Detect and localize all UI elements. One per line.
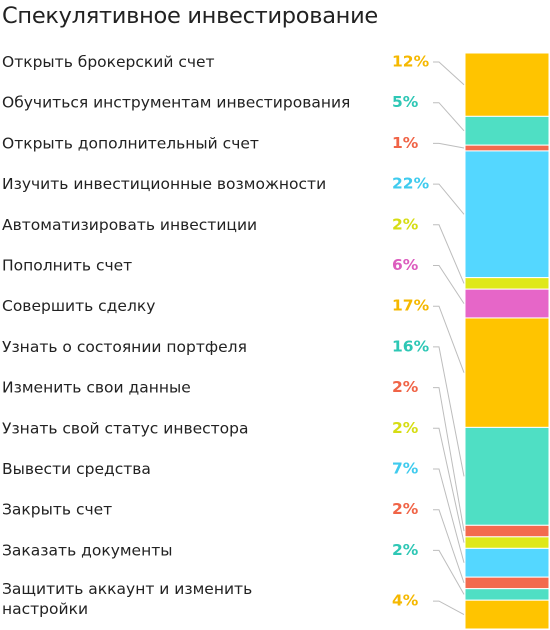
percent-label: 12% <box>392 53 430 71</box>
bar-segment <box>464 576 550 590</box>
category-label-line: Открыть дополнительный счет <box>2 134 259 152</box>
bar-segment <box>464 599 550 630</box>
percent-label: 2% <box>392 378 419 396</box>
category-label-line: настройки <box>2 600 88 618</box>
category-label: Обучиться инструментам инвестирования <box>2 93 350 111</box>
bar-segment <box>464 144 550 152</box>
bar-segment <box>464 277 550 290</box>
category-label: Узнать о состоянии портфеля <box>2 337 247 355</box>
leader-line <box>433 183 465 215</box>
bar-segment <box>464 426 550 526</box>
category-label: Защитить аккаунт и изменить настройки <box>2 580 252 618</box>
percent-label: 17% <box>392 297 430 315</box>
percent-label: 22% <box>392 175 430 193</box>
percent-label: 2% <box>392 500 419 518</box>
percent-label: 2% <box>392 419 419 437</box>
category-label: Узнать свой статус инвестора <box>2 419 249 437</box>
leader-line <box>433 305 465 373</box>
bar-segment <box>464 115 550 146</box>
leader-line <box>433 346 465 477</box>
category-label-line: Защитить аккаунт и изменить <box>2 580 252 598</box>
bar-segment <box>464 524 550 538</box>
category-label-line: Совершить сделку <box>2 297 155 315</box>
leader-line <box>433 468 465 563</box>
percent-label: 6% <box>392 256 419 274</box>
category-label: Автоматизировать инвестиции <box>2 215 257 233</box>
bar-segment <box>464 588 550 601</box>
bar-segment <box>464 52 550 117</box>
category-label-line: Изучить инвестиционные возможности <box>2 175 326 193</box>
percent-label: 4% <box>392 592 419 610</box>
category-label: Заказать документы <box>2 541 173 559</box>
percent-label: 16% <box>392 337 430 355</box>
category-label-line: Автоматизировать инвестиции <box>2 215 257 233</box>
percent-label: 1% <box>392 134 419 152</box>
category-label-line: Открыть брокерский счет <box>2 53 215 71</box>
category-label-line: Изменить свои данные <box>2 378 191 396</box>
percent-label: 5% <box>392 93 419 111</box>
leader-line <box>433 427 465 543</box>
leader-line <box>433 224 465 284</box>
leader-line <box>433 549 465 595</box>
category-label: Изучить инвестиционные возможности <box>2 175 326 193</box>
category-label: Открыть брокерский счет <box>2 53 215 71</box>
bar-segment <box>464 547 550 578</box>
bar-segment <box>464 536 550 549</box>
category-label-line: Закрыть счет <box>2 500 112 518</box>
category-label-line: Узнать свой статус инвестора <box>2 419 249 437</box>
bar-segment <box>464 288 550 319</box>
category-label: Совершить сделку <box>2 297 155 315</box>
leader-line <box>433 61 465 86</box>
bar-segment <box>464 317 550 428</box>
category-label: Открыть дополнительный счет <box>2 134 259 152</box>
category-label-line: Узнать о состоянии портфеля <box>2 337 247 355</box>
category-label: Пополнить счет <box>2 256 132 274</box>
category-label: Вывести средства <box>2 460 151 478</box>
category-label-line: Вывести средства <box>2 460 151 478</box>
leader-line <box>433 509 465 584</box>
leader-line <box>433 102 465 132</box>
category-label-line: Заказать документы <box>2 541 173 559</box>
percent-label: 7% <box>392 460 419 478</box>
stacked-bar <box>464 52 550 630</box>
category-label: Закрыть счет <box>2 500 112 518</box>
category-label: Изменить свои данные <box>2 378 191 396</box>
leader-line <box>433 142 465 149</box>
leader-line <box>433 600 465 616</box>
percent-labels: 12% 5% 1% 22% 2% 6% 17% 16% 2% 2% 7% 2% 2% 4% <box>392 53 430 610</box>
percent-label: 2% <box>392 215 419 233</box>
category-label-line: Обучиться инструментам инвестирования <box>2 93 350 111</box>
bar-segment <box>464 150 550 279</box>
leader-lines <box>433 61 465 616</box>
page-title: Спекулятивное инвестирование <box>2 3 378 29</box>
percent-label: 2% <box>392 541 419 559</box>
category-label-line: Пополнить счет <box>2 256 132 274</box>
leader-line <box>433 265 465 304</box>
leader-line <box>433 387 465 532</box>
category-labels: Открыть брокерский счет Обучиться инструм… <box>2 53 350 618</box>
